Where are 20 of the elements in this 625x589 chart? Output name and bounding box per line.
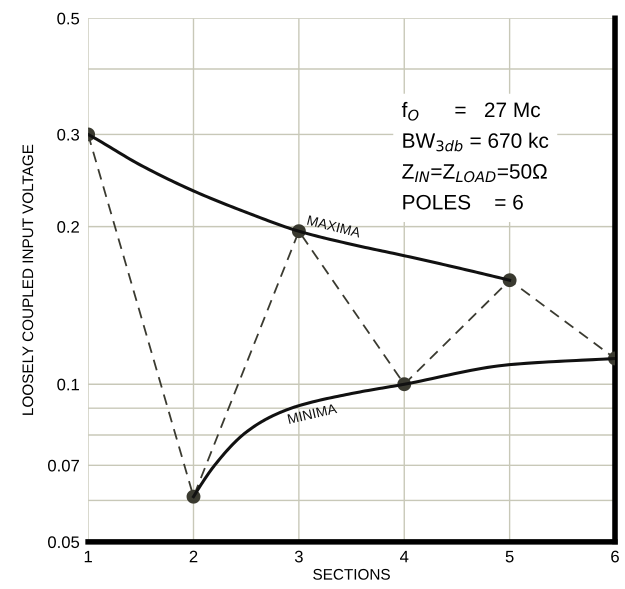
x-tick-label: 5	[506, 550, 514, 562]
annotation: POLES = 6	[403, 194, 523, 210]
annotation: Z$_{IN}$=Z$_{LOAD}$=50Ω	[402, 164, 547, 182]
x-axis-title: SECTIONS	[313, 568, 390, 580]
text: MINIMA	[287, 404, 338, 424]
y-tick-label: 0.1	[57, 378, 79, 390]
y-tick-label: 0.2	[57, 221, 79, 233]
y-axis-title: LOOSELY COUPLED INPUT VOLTAGE	[22, 144, 34, 415]
x-tick-label: 3	[294, 550, 303, 562]
text: f$_{O}$ = 27 Mc	[402, 102, 540, 121]
text: MAXIMA	[307, 215, 362, 238]
y-tick-label: 0.5	[57, 12, 80, 24]
y-tick-label: 0.3	[57, 128, 80, 141]
x-tick-label: 2	[190, 550, 198, 562]
y-tick-label: 0.05	[48, 536, 80, 548]
x-tick-label: 1	[84, 550, 92, 562]
x-tick-label: 6	[611, 550, 619, 562]
y-tick-label: 0.07	[48, 460, 79, 472]
x-tick-label: 4	[400, 550, 408, 562]
annotation: BW$_{3db}$ = 670 kc	[403, 132, 548, 152]
